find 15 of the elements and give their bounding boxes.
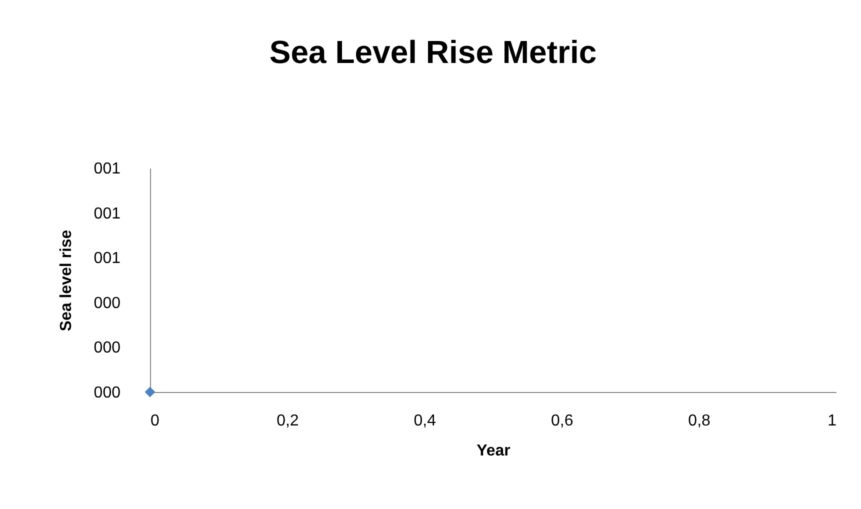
y-tick-label: 001: [94, 250, 121, 268]
x-tick-label: 0,4: [414, 412, 436, 430]
x-tick-label: 0,6: [550, 412, 574, 430]
x-tick-label: 1: [828, 412, 837, 430]
y-tick-label: 000: [94, 384, 121, 402]
y-tick-label: 000: [94, 340, 121, 357]
y-tick-label: 000: [94, 294, 121, 312]
x-tick-label: 0,2: [276, 412, 299, 430]
chart-title: Sea Level Rise Metric: [269, 34, 597, 70]
y-tick-label: 001: [94, 160, 121, 178]
y-axis-title: Sea level rise: [58, 230, 75, 332]
x-tick-label: 0,8: [688, 412, 711, 430]
y-tick-label: 001: [94, 205, 121, 222]
x-axis-title: Year: [476, 442, 510, 460]
x-tick-label: 0: [150, 412, 160, 430]
